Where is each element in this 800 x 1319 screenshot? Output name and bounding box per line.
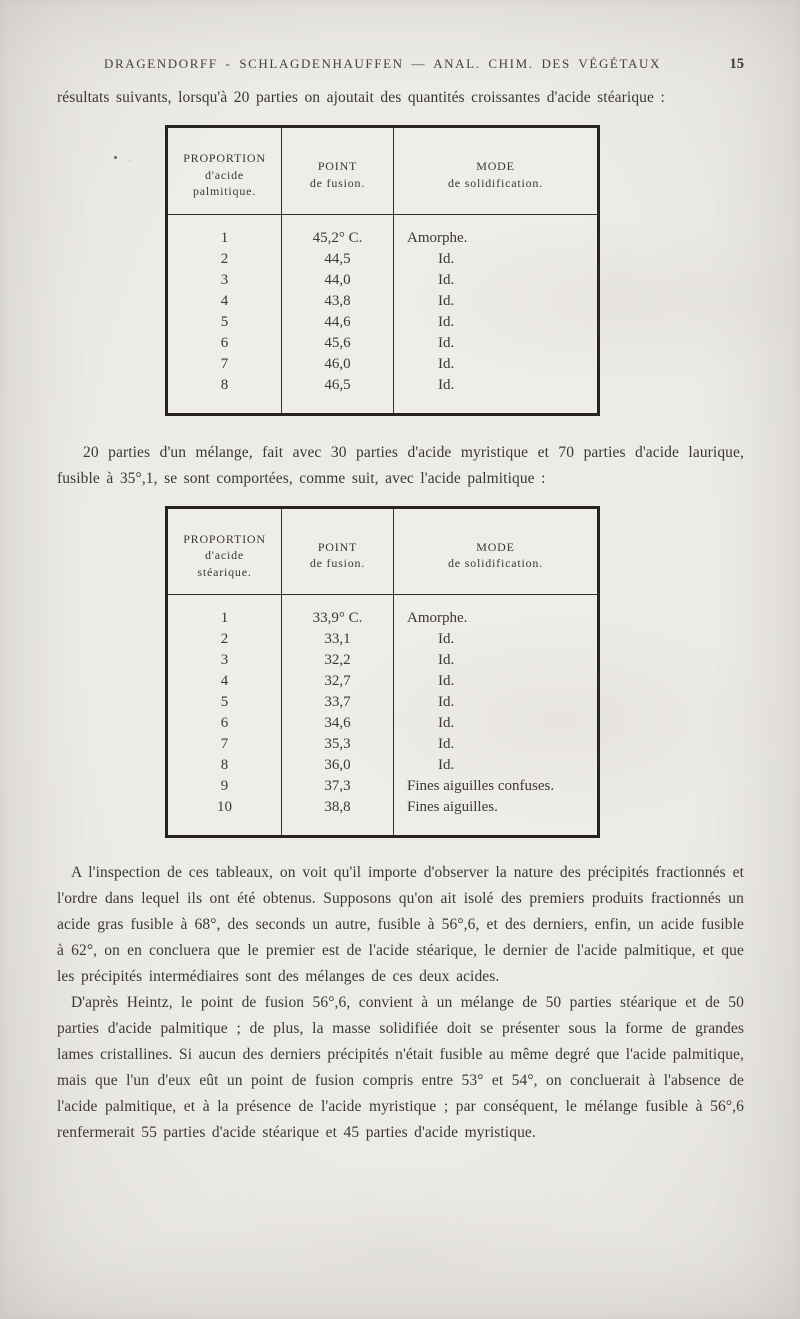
column-header-mode-solidification: MODE de solidification. [393, 507, 599, 595]
table-cell: Id. [393, 671, 599, 692]
table-cell: Id. [393, 713, 599, 734]
table-row: 4 43,8 Id. [167, 290, 599, 312]
table-cell: Id. [393, 269, 599, 291]
column-header-mode-solidification: MODE de solidification. [393, 126, 599, 215]
table-row: 8 36,0 Id. [167, 755, 599, 776]
table-cell: 37,3 [281, 776, 394, 797]
running-header-title: DRAGENDORFF - SCHLAGDENHAUFFEN — ANAL. C… [104, 56, 661, 71]
table-header: PROPORTION d'acide palmitique. POINT de … [166, 126, 599, 215]
paragraph-intro: résultats suivants, lorsqu'à 20 parties … [57, 89, 665, 106]
table-cell: 46,0 [281, 353, 394, 375]
table-cell: Amorphe. [393, 594, 599, 629]
table-cell: 5 [220, 313, 229, 330]
table-cell: Fines aiguilles confuses. [393, 776, 599, 797]
table-row: 6 45,6 Id. [167, 332, 599, 354]
paragraph-mixture: 20 parties d'un mélange, fait avec 30 pa… [57, 443, 744, 487]
table-cell: 3 [220, 271, 229, 288]
table-cell: 7 [220, 736, 229, 752]
table-cell: 4 [220, 673, 229, 689]
table-cell: Id. [393, 353, 599, 375]
table-row: 1 33,9° C. Amorphe. [167, 594, 599, 629]
column-header-point-de-fusion: POINT de fusion. [281, 126, 394, 215]
paragraph-heintz: D'après Heintz, le point de fusion 56°,6… [57, 994, 744, 1141]
table-cell: Id. [393, 692, 599, 713]
table-cell: Id. [393, 734, 599, 755]
table-cell: Id. [393, 374, 599, 414]
table-cell: 44,5 [281, 248, 394, 270]
table-cell: 9 [220, 778, 229, 794]
palmitic-acid-table: PROPORTION d'acide palmitique. POINT de … [165, 125, 600, 416]
table-row: 2 44,5 Id. [167, 248, 599, 270]
table-cell: 45,2° C. [281, 214, 394, 249]
table-cell: 33,7 [281, 692, 394, 713]
table-cell: 8 [220, 376, 229, 393]
table-cell: Id. [393, 311, 599, 333]
table-cell: 45,6 [281, 332, 394, 354]
table-cell: Id. [393, 248, 599, 270]
table-body: 1 33,9° C. Amorphe. 2 33,1 Id. 3 32,2 Id. 4 32,7 Id… [167, 594, 599, 837]
table-row: 3 32,2 Id. [167, 650, 599, 671]
table-cell: 33,1 [281, 629, 394, 650]
table-cell: 35,3 [281, 734, 394, 755]
table-cell: 32,2 [281, 650, 394, 671]
table-row: 7 35,3 Id. [167, 734, 599, 755]
table-cell: Id. [393, 755, 599, 776]
table-cell: Amorphe. [393, 214, 599, 249]
table-row: 4 32,7 Id. [167, 671, 599, 692]
table-row: 5 33,7 Id. [167, 692, 599, 713]
table-cell: 4 [220, 292, 229, 309]
ink-speck [114, 156, 117, 159]
table-cell: 43,8 [281, 290, 394, 312]
table-row: 6 34,6 Id. [167, 713, 599, 734]
table-cell: 1 [220, 610, 229, 626]
table-cell: 6 [220, 334, 229, 351]
table-row: 9 37,3 Fines aiguilles confuses. [167, 776, 599, 797]
table-cell: Id. [393, 290, 599, 312]
running-header: DRAGENDORFF - SCHLAGDENHAUFFEN — ANAL. C… [57, 56, 744, 73]
table-row: 1 45,2° C. Amorphe. [167, 214, 599, 249]
table-header: PROPORTION d'acide stéarique. POINT de f… [166, 507, 599, 595]
table-cell: 10 [217, 799, 232, 815]
table-row: 8 46,5 Id. [167, 374, 599, 414]
table-cell: Id. [393, 629, 599, 650]
table-cell: 2 [220, 631, 229, 647]
table-cell: 8 [220, 757, 229, 773]
stearic-acid-table: PROPORTION d'acide stéarique. POINT de f… [165, 505, 600, 838]
table-cell: 44,0 [281, 269, 394, 291]
table-cell: Id. [393, 650, 599, 671]
table-body: 1 45,2° C. Amorphe. 2 44,5 Id. 3 44,0 Id. 4 43,8 Id… [167, 214, 599, 414]
table-cell: 7 [220, 355, 229, 372]
table-cell: Fines aiguilles. [393, 797, 599, 837]
table-row: 7 46,0 Id. [167, 353, 599, 375]
table-cell: 3 [220, 652, 229, 668]
table-row: 5 44,6 Id. [167, 311, 599, 333]
table-cell: 2 [220, 250, 229, 267]
table-cell: 38,8 [281, 797, 394, 837]
table-cell: 5 [220, 694, 229, 710]
paragraph-inspection: A l'inspection de ces tableaux, on voit … [57, 864, 744, 985]
table-cell: 44,6 [281, 311, 394, 333]
column-header-point-de-fusion: POINT de fusion. [281, 507, 394, 595]
table-cell: 33,9° C. [281, 594, 394, 629]
table-row: 10 38,8 Fines aiguilles. [167, 797, 599, 837]
table-cell: Id. [393, 332, 599, 354]
column-header-proportion-palmitique: PROPORTION d'acide palmitique. [166, 126, 282, 215]
table-cell: 32,7 [281, 671, 394, 692]
page-number: 15 [729, 56, 745, 72]
table-row: 2 33,1 Id. [167, 629, 599, 650]
table-cell: 34,6 [281, 713, 394, 734]
column-header-proportion-stearique: PROPORTION d'acide stéarique. [166, 507, 282, 595]
table-row: 3 44,0 Id. [167, 269, 599, 291]
table-cell: 1 [220, 229, 229, 246]
table-cell: 6 [220, 715, 229, 731]
table-cell: 46,5 [281, 374, 394, 414]
table-cell: 36,0 [281, 755, 394, 776]
